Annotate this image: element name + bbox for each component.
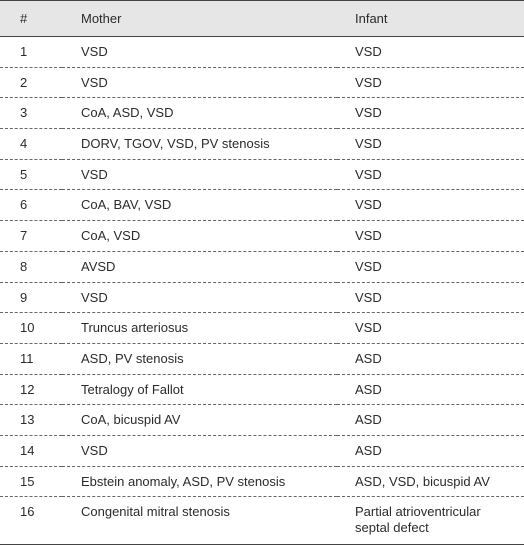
table-cell: VSD <box>337 251 524 283</box>
table-row: 14 VSD ASD <box>0 435 524 467</box>
header-cell: Infant <box>337 0 524 37</box>
table-row: 9 VSD VSD <box>0 282 524 314</box>
table-cell: ASD <box>337 343 524 375</box>
table-cell: Truncus arteriosus <box>62 312 337 344</box>
table-row: 2 VSD VSD <box>0 67 524 99</box>
table-row: 1 VSD VSD <box>0 36 524 68</box>
table-cell: 11 <box>0 343 62 375</box>
table-cell: VSD <box>337 220 524 252</box>
table-cell: 9 <box>0 282 62 314</box>
table-cell: DORV, TGOV, VSD, PV stenosis <box>62 128 337 160</box>
table-row: 10 Truncus arteriosus VSD <box>0 312 524 344</box>
table-row: 6 CoA, BAV, VSD VSD <box>0 189 524 222</box>
header-cell: Mother <box>62 0 337 37</box>
table-cell: 7 <box>0 220 62 252</box>
table-cell: Tetralogy of Fallot <box>62 374 337 406</box>
table-cell: 14 <box>0 435 62 467</box>
table-cell: AVSD <box>62 251 337 283</box>
header-cell: # <box>0 0 62 37</box>
table-cell: 1 <box>0 36 62 68</box>
table-cell: 8 <box>0 251 62 283</box>
table-row: 8 AVSD VSD <box>0 251 524 283</box>
table-cell: CoA, BAV, VSD <box>62 189 337 222</box>
table-cell: VSD <box>62 67 337 99</box>
table-cell: VSD <box>337 128 524 160</box>
table-cell: Congenital mitral stenosis <box>62 496 337 545</box>
table-cell: ASD <box>337 435 524 467</box>
table-cell: CoA, VSD <box>62 220 337 252</box>
table-cell: VSD <box>337 67 524 99</box>
table-cell: ASD, PV stenosis <box>62 343 337 375</box>
table-header: # Mother Infant <box>0 0 524 37</box>
table-cell: ASD, VSD, bicuspid AV <box>337 466 524 498</box>
table-cell: 3 <box>0 97 62 130</box>
table-row: 5 VSD VSD <box>0 159 524 191</box>
table-cell: VSD <box>62 159 337 191</box>
table-row: 15 Ebstein anomaly, ASD, PV stenosis ASD, … <box>0 466 524 498</box>
table-cell: 15 <box>0 466 62 498</box>
table-cell: VSD <box>62 435 337 467</box>
table-cell: ASD <box>337 374 524 406</box>
table-cell: VSD <box>337 282 524 314</box>
table-cell: VSD <box>62 282 337 314</box>
table-cell: 16 <box>0 496 62 545</box>
table-row: 12 Tetralogy of Fallot ASD <box>0 374 524 406</box>
table-cell: VSD <box>62 36 337 68</box>
table-row: 16 Congenital mitral stenosis Partial atri… <box>0 496 524 545</box>
table-cell: Partial atrioventricular septal defect <box>337 496 524 545</box>
table-cell: VSD <box>337 159 524 191</box>
table-cell: VSD <box>337 97 524 130</box>
table-cell: 6 <box>0 189 62 222</box>
table-row: 7 CoA, VSD VSD <box>0 220 524 252</box>
table-cell: CoA, ASD, VSD <box>62 97 337 130</box>
table-cell: 12 <box>0 374 62 406</box>
table-cell: VSD <box>337 36 524 68</box>
table-cell: 10 <box>0 312 62 344</box>
table-cell: 5 <box>0 159 62 191</box>
table-row: 11 ASD, PV stenosis ASD <box>0 343 524 375</box>
table-cell: VSD <box>337 312 524 344</box>
table-row: 4 DORV, TGOV, VSD, PV stenosis VSD <box>0 128 524 160</box>
header-row: # Mother Infant <box>0 0 524 37</box>
table-cell: ASD <box>337 404 524 436</box>
table-cell: VSD <box>337 189 524 222</box>
table-body: 1 VSD VSD 2 VSD VSD 3 CoA, ASD, VSD VSD 4 DORV, TG… <box>0 36 524 545</box>
table-row: 13 CoA, bicuspid AV ASD <box>0 404 524 436</box>
table-cell: 4 <box>0 128 62 160</box>
table-cell: CoA, bicuspid AV <box>62 404 337 436</box>
table-cell: 2 <box>0 67 62 99</box>
table-row: 3 CoA, ASD, VSD VSD <box>0 97 524 130</box>
table-cell: Ebstein anomaly, ASD, PV stenosis <box>62 466 337 498</box>
table-cell: 13 <box>0 404 62 436</box>
